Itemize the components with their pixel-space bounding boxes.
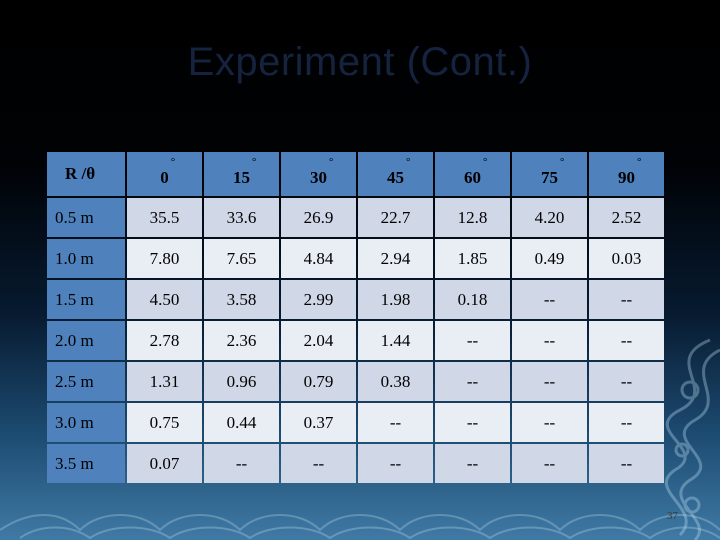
row-header-distance: 1.0 m: [47, 239, 125, 278]
table-cell: 2.04: [281, 321, 356, 360]
table-cell: 2.94: [358, 239, 433, 278]
corner-label: R /θ: [65, 164, 96, 183]
header-row: R /θ 0 ° 15 ° 30 ° 45 ° 60 ° 75 ° 90 °: [47, 152, 664, 196]
column-header: 60 °: [435, 152, 510, 196]
column-header-value: 0: [160, 168, 169, 187]
table-cell: 4.84: [281, 239, 356, 278]
table-row: 2.0 m 2.78 2.36 2.04 1.44 -- -- --: [47, 321, 664, 360]
degree-symbol: °: [406, 156, 411, 168]
corner-header: R /θ: [47, 152, 125, 196]
table-row: 1.0 m 7.80 7.65 4.84 2.94 1.85 0.49 0.03: [47, 239, 664, 278]
degree-symbol: °: [637, 156, 642, 168]
table-cell: --: [358, 444, 433, 483]
table-cell: 2.99: [281, 280, 356, 319]
table-cell: --: [204, 444, 279, 483]
table-cell: 0.96: [204, 362, 279, 401]
table-cell: --: [512, 280, 587, 319]
column-header-value: 15: [233, 168, 250, 187]
table-row: 1.5 m 4.50 3.58 2.99 1.98 0.18 -- --: [47, 280, 664, 319]
row-header-distance: 2.0 m: [47, 321, 125, 360]
table-cell: --: [512, 321, 587, 360]
column-header: 15 °: [204, 152, 279, 196]
degree-symbol: °: [252, 156, 257, 168]
table-cell: 33.6: [204, 198, 279, 237]
table-cell: --: [589, 444, 664, 483]
table-cell: --: [435, 362, 510, 401]
page-number: 37: [667, 510, 678, 522]
table-cell: 2.36: [204, 321, 279, 360]
table-cell: --: [435, 321, 510, 360]
row-header-distance: 3.0 m: [47, 403, 125, 442]
row-header-distance: 2.5 m: [47, 362, 125, 401]
table-cell: 0.79: [281, 362, 356, 401]
table-cell: 3.58: [204, 280, 279, 319]
data-table: R /θ 0 ° 15 ° 30 ° 45 ° 60 ° 75 ° 90 ° 0.5 m 35.5 33.6 2…: [45, 150, 666, 485]
table-cell: 0.03: [589, 239, 664, 278]
table-cell: 4.20: [512, 198, 587, 237]
table-cell: 22.7: [358, 198, 433, 237]
degree-symbol: °: [560, 156, 565, 168]
column-header: 90 °: [589, 152, 664, 196]
table-row: 3.0 m 0.75 0.44 0.37 -- -- -- --: [47, 403, 664, 442]
degree-symbol: °: [329, 156, 334, 168]
table-cell: --: [589, 280, 664, 319]
table-cell: --: [589, 321, 664, 360]
table-cell: --: [512, 403, 587, 442]
table-cell: --: [435, 403, 510, 442]
table-cell: 0.07: [127, 444, 202, 483]
table-cell: --: [281, 444, 356, 483]
table-cell: 1.98: [358, 280, 433, 319]
table-cell: --: [512, 444, 587, 483]
slide-title: Experiment (Cont.): [187, 40, 533, 84]
table-cell: --: [358, 403, 433, 442]
table-cell: --: [589, 362, 664, 401]
table-cell: --: [435, 444, 510, 483]
table-row: 2.5 m 1.31 0.96 0.79 0.38 -- -- --: [47, 362, 664, 401]
row-header-distance: 1.5 m: [47, 280, 125, 319]
column-header-value: 60: [464, 168, 481, 187]
column-header-value: 75: [541, 168, 558, 187]
table-cell: 0.44: [204, 403, 279, 442]
table-cell: 35.5: [127, 198, 202, 237]
table-cell: 26.9: [281, 198, 356, 237]
column-header-value: 45: [387, 168, 404, 187]
table-cell: 12.8: [435, 198, 510, 237]
column-header-value: 30: [310, 168, 327, 187]
cloud-pattern-graphic: [0, 514, 720, 540]
table-cell: --: [512, 362, 587, 401]
table-cell: 0.75: [127, 403, 202, 442]
table-cell: 1.85: [435, 239, 510, 278]
table-cell: 0.38: [358, 362, 433, 401]
dragon-ornament-graphic: [665, 338, 720, 540]
row-header-distance: 0.5 m: [47, 198, 125, 237]
table-cell: 0.49: [512, 239, 587, 278]
table-row: 3.5 m 0.07 -- -- -- -- -- --: [47, 444, 664, 483]
column-header: 75 °: [512, 152, 587, 196]
table-cell: 2.52: [589, 198, 664, 237]
column-header: 45 °: [358, 152, 433, 196]
column-header-value: 90: [618, 168, 635, 187]
table-row: 0.5 m 35.5 33.6 26.9 22.7 12.8 4.20 2.52: [47, 198, 664, 237]
table-cell: 7.65: [204, 239, 279, 278]
table-cell: 0.18: [435, 280, 510, 319]
table-cell: 0.37: [281, 403, 356, 442]
table-cell: --: [589, 403, 664, 442]
table-cell: 7.80: [127, 239, 202, 278]
table-body: 0.5 m 35.5 33.6 26.9 22.7 12.8 4.20 2.52 1.0 m 7.…: [47, 198, 664, 483]
table-cell: 4.50: [127, 280, 202, 319]
degree-symbol: °: [483, 156, 488, 168]
table-cell: 1.44: [358, 321, 433, 360]
table-cell: 2.78: [127, 321, 202, 360]
table-cell: 1.31: [127, 362, 202, 401]
column-header: 30 °: [281, 152, 356, 196]
degree-symbol: °: [170, 156, 176, 168]
column-header: 0 °: [127, 152, 202, 196]
row-header-distance: 3.5 m: [47, 444, 125, 483]
